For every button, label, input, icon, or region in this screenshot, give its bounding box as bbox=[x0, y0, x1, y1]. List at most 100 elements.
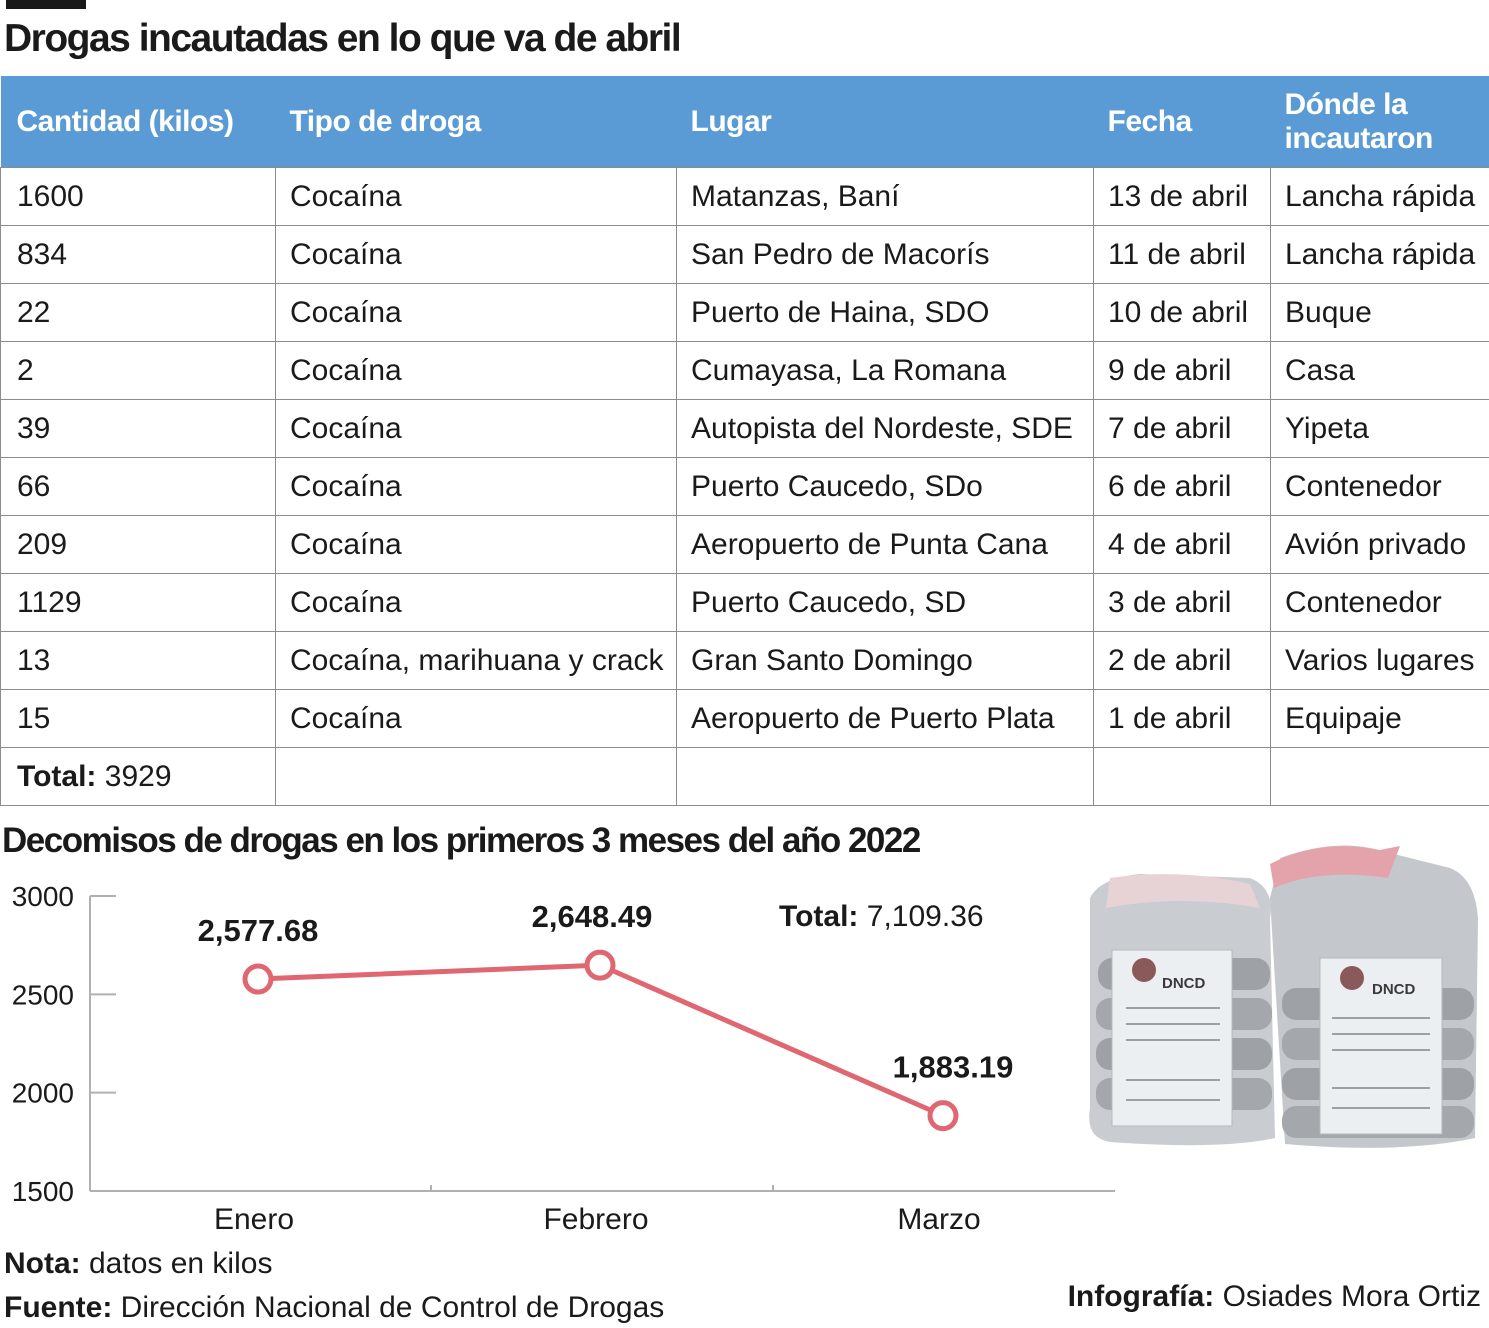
table-cell: 3 de abril bbox=[1094, 574, 1271, 632]
table-cell: 15 bbox=[1, 690, 276, 748]
empty-cell bbox=[1094, 748, 1271, 806]
y-tick-label: 2000 bbox=[12, 1078, 74, 1109]
table-row: 834 Cocaína San Pedro de Macorís 11 de a… bbox=[1, 226, 1489, 284]
table-cell: Cocaína bbox=[276, 574, 677, 632]
chart-total-value: 7,109.36 bbox=[867, 900, 984, 933]
package-label-left: DNCD bbox=[1162, 975, 1205, 992]
table-cell: Matanzas, Baní bbox=[677, 168, 1094, 226]
credit-text: Osiades Mora Ortiz bbox=[1223, 1280, 1481, 1313]
data-point bbox=[245, 966, 271, 992]
drug-packages-photo: DNCD DNCD bbox=[1070, 838, 1485, 1158]
table-cell: Casa bbox=[1271, 342, 1489, 400]
table-cell: 4 de abril bbox=[1094, 516, 1271, 574]
table-row: 13 Cocaína, marihuana y crack Gran Santo… bbox=[1, 632, 1489, 690]
table-row: 39 Cocaína Autopista del Nordeste, SDE 7… bbox=[1, 400, 1489, 458]
table-cell: 1600 bbox=[1, 168, 276, 226]
total-cell: Total: 3929 bbox=[1, 748, 276, 806]
page-title: Drogas incautadas en lo que va de abril bbox=[4, 14, 680, 64]
table-cell: Cocaína bbox=[276, 690, 677, 748]
table-cell: Puerto de Haina, SDO bbox=[677, 284, 1094, 342]
table-cell: Cocaína bbox=[276, 342, 677, 400]
table-cell: Contenedor bbox=[1271, 574, 1489, 632]
table-cell: Avión privado bbox=[1271, 516, 1489, 574]
header-tipo: Tipo de droga bbox=[276, 76, 677, 168]
table-cell: 209 bbox=[1, 516, 276, 574]
empty-cell bbox=[1271, 748, 1489, 806]
table-total-row: Total: 3929 bbox=[1, 748, 1489, 806]
table-cell: 7 de abril bbox=[1094, 400, 1271, 458]
table-cell: 2 bbox=[1, 342, 276, 400]
table-row: 22 Cocaína Puerto de Haina, SDO 10 de ab… bbox=[1, 284, 1489, 342]
y-tick-label: 3000 bbox=[12, 881, 74, 912]
table-cell: Puerto Caucedo, SDo bbox=[677, 458, 1094, 516]
table-cell: Lancha rápida bbox=[1271, 226, 1489, 284]
table-cell: Cocaína bbox=[276, 168, 677, 226]
data-label: 2,577.68 bbox=[198, 913, 319, 948]
table-cell: 9 de abril bbox=[1094, 342, 1271, 400]
table-cell: Cocaína bbox=[276, 516, 677, 574]
chart-title: Decomisos de drogas en los primeros 3 me… bbox=[2, 819, 920, 863]
header-lugar: Lugar bbox=[677, 76, 1094, 168]
note-text: datos en kilos bbox=[89, 1247, 272, 1280]
total-label: Total: bbox=[17, 760, 96, 793]
table-row: 15 Cocaína Aeropuerto de Puerto Plata 1 … bbox=[1, 690, 1489, 748]
table-cell: 10 de abril bbox=[1094, 284, 1271, 342]
table-cell: Yipeta bbox=[1271, 400, 1489, 458]
credit: Infografía: Osiades Mora Ortiz bbox=[1068, 1277, 1481, 1317]
note: Nota: datos en kilos bbox=[4, 1244, 272, 1284]
table-cell: 11 de abril bbox=[1094, 226, 1271, 284]
table-cell: Puerto Caucedo, SD bbox=[677, 574, 1094, 632]
data-point bbox=[587, 952, 613, 978]
empty-cell bbox=[276, 748, 677, 806]
table-cell: Equipaje bbox=[1271, 690, 1489, 748]
note-label: Nota: bbox=[4, 1247, 81, 1280]
y-tick-label: 1500 bbox=[12, 1176, 74, 1207]
chart-total-label: Total: bbox=[779, 900, 858, 933]
total-value: 3929 bbox=[105, 760, 172, 793]
table-cell: Cumayasa, La Romana bbox=[677, 342, 1094, 400]
table-cell: 2 de abril bbox=[1094, 632, 1271, 690]
package-label-right: DNCD bbox=[1372, 981, 1415, 998]
source: Fuente: Dirección Nacional de Control de… bbox=[4, 1288, 664, 1328]
table-cell: Cocaína bbox=[276, 458, 677, 516]
y-tick-label: 2500 bbox=[12, 979, 74, 1010]
package-stack-left: DNCD bbox=[1089, 874, 1275, 1145]
table-cell: Aeropuerto de Puerto Plata bbox=[677, 690, 1094, 748]
x-tick-label: Marzo bbox=[897, 1203, 980, 1236]
source-text: Dirección Nacional de Control de Drogas bbox=[121, 1291, 665, 1324]
table-cell: Cocaína bbox=[276, 284, 677, 342]
table-cell: San Pedro de Macorís bbox=[677, 226, 1094, 284]
chart-total: Total: 7,109.36 bbox=[779, 900, 984, 934]
header-fecha: Fecha bbox=[1094, 76, 1271, 168]
table-cell: 13 de abril bbox=[1094, 168, 1271, 226]
table-row: 209 Cocaína Aeropuerto de Punta Cana 4 d… bbox=[1, 516, 1489, 574]
header-donde: Dónde la incautaron bbox=[1271, 76, 1489, 168]
x-tick-label: Febrero bbox=[543, 1203, 648, 1236]
table-cell: 6 de abril bbox=[1094, 458, 1271, 516]
data-label: 2,648.49 bbox=[532, 899, 653, 934]
table-cell: Cocaína bbox=[276, 400, 677, 458]
table-cell: 39 bbox=[1, 400, 276, 458]
top-accent-bar bbox=[6, 0, 86, 9]
seizures-table: Cantidad (kilos) Tipo de droga Lugar Fec… bbox=[0, 76, 1489, 806]
table-cell: Varios lugares bbox=[1271, 632, 1489, 690]
table-cell: Lancha rápida bbox=[1271, 168, 1489, 226]
table-cell: Cocaína bbox=[276, 226, 677, 284]
table-cell: Contenedor bbox=[1271, 458, 1489, 516]
table-cell: Buque bbox=[1271, 284, 1489, 342]
table-cell: 22 bbox=[1, 284, 276, 342]
table-cell: 66 bbox=[1, 458, 276, 516]
empty-cell bbox=[677, 748, 1094, 806]
source-label: Fuente: bbox=[4, 1291, 112, 1324]
x-tick-label: Enero bbox=[214, 1203, 294, 1236]
table-row: 1129 Cocaína Puerto Caucedo, SD 3 de abr… bbox=[1, 574, 1489, 632]
table-cell: 13 bbox=[1, 632, 276, 690]
table-row: 66 Cocaína Puerto Caucedo, SDo 6 de abri… bbox=[1, 458, 1489, 516]
table-row: 2 Cocaína Cumayasa, La Romana 9 de abril… bbox=[1, 342, 1489, 400]
table-cell: Autopista del Nordeste, SDE bbox=[677, 400, 1094, 458]
table-cell: 1 de abril bbox=[1094, 690, 1271, 748]
data-point bbox=[930, 1103, 956, 1129]
table-cell: Cocaína, marihuana y crack bbox=[276, 632, 677, 690]
credit-label: Infografía: bbox=[1068, 1280, 1215, 1313]
table-cell: Aeropuerto de Punta Cana bbox=[677, 516, 1094, 574]
